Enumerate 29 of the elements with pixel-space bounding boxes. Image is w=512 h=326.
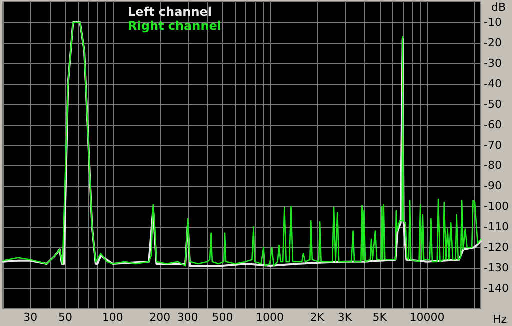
y-tick-label: -120 [484, 241, 510, 254]
y-tick-label: -110 [484, 220, 510, 234]
x-tick-label: 300 [177, 311, 198, 324]
x-tick-label: 30 [24, 311, 38, 324]
y-tick-label: -20 [484, 36, 502, 50]
text: Left channel [128, 5, 212, 19]
y-tick-label: -70 [484, 138, 502, 152]
x-axis-title: Hz [492, 313, 508, 326]
y-tick-label: -60 [484, 118, 502, 132]
x-tick-label: 200 [150, 311, 171, 324]
y-tick-label: -130 [484, 262, 510, 275]
y-tick-label: -100 [484, 200, 510, 214]
y-tick-label: -10 [484, 16, 502, 29]
x-tick-label: 2K [310, 311, 326, 324]
x-tick-label: 10000 [410, 311, 445, 324]
y-axis-title: dB [491, 1, 506, 14]
y-tick-label: -50 [484, 98, 502, 111]
y-tick-label: -90 [484, 180, 502, 193]
x-tick-label: 5K [372, 311, 388, 324]
y-tick-label: -30 [484, 56, 502, 70]
x-tick-label: 500 [212, 311, 234, 324]
text: Right channel [128, 19, 222, 33]
x-tick-label: 100 [102, 311, 124, 324]
x-tick-label: 50 [58, 311, 73, 324]
y-tick-label: -40 [484, 77, 502, 90]
x-tick-label: 3K [338, 311, 353, 324]
y-tick-label: -80 [484, 159, 502, 172]
y-tick-label: -140 [484, 282, 510, 296]
x-tick-label: 1000 [256, 311, 284, 324]
